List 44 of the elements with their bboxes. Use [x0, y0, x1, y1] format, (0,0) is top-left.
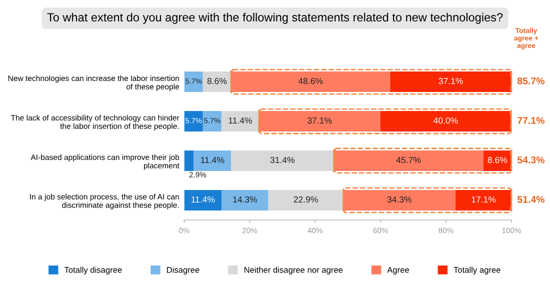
data-label: 22.9%: [294, 196, 318, 203]
bar: [380, 110, 512, 132]
bar: [268, 190, 344, 210]
bar: [184, 150, 194, 172]
legend-label: Neither disagree nor agree: [244, 266, 343, 274]
legend-label: Agree: [387, 267, 409, 274]
bar: [231, 150, 334, 172]
text: 54.3%: [517, 156, 544, 164]
data-label: 37.1%: [307, 117, 332, 124]
data-label: 8.6%: [488, 156, 508, 164]
bar: [222, 190, 268, 210]
bar: [184, 72, 203, 92]
bar: [222, 110, 259, 132]
data-label: 48.6%: [298, 78, 323, 84]
bar: [390, 72, 512, 92]
data-label: 8.6%: [207, 78, 227, 84]
bar: [184, 190, 222, 210]
data-label: 40.0%: [434, 117, 458, 124]
data-label: 45.7%: [396, 156, 421, 164]
bar: [202, 110, 222, 132]
data-label: 17.1%: [472, 196, 496, 203]
bar: [343, 190, 456, 210]
data-label: 11.4%: [191, 196, 215, 203]
data-label: 37.1%: [438, 78, 463, 84]
bar: [194, 150, 232, 172]
legend-label: Disagree: [166, 266, 200, 274]
text: 85.7%: [517, 78, 544, 84]
bar: [202, 72, 232, 92]
legend-label: Totally disagree: [64, 266, 122, 274]
data-label: 34.3%: [387, 196, 412, 203]
data-label: 11.4%: [228, 117, 252, 124]
bar: [184, 110, 203, 132]
legend-label: Totally agree: [454, 266, 500, 274]
bar: [231, 72, 390, 92]
data-label: 11.4%: [200, 156, 224, 164]
bar: [483, 150, 512, 172]
data-label: 14.3%: [233, 196, 258, 203]
bar: [334, 150, 484, 172]
data-label: 31.4%: [270, 156, 295, 164]
chart-title: To what extent do you agree with the following statements related to new technologies?: [47, 12, 503, 24]
bar: [258, 110, 380, 132]
text: 51.4%: [517, 196, 544, 203]
bar: [456, 190, 512, 210]
text: 77.1%: [518, 117, 544, 124]
